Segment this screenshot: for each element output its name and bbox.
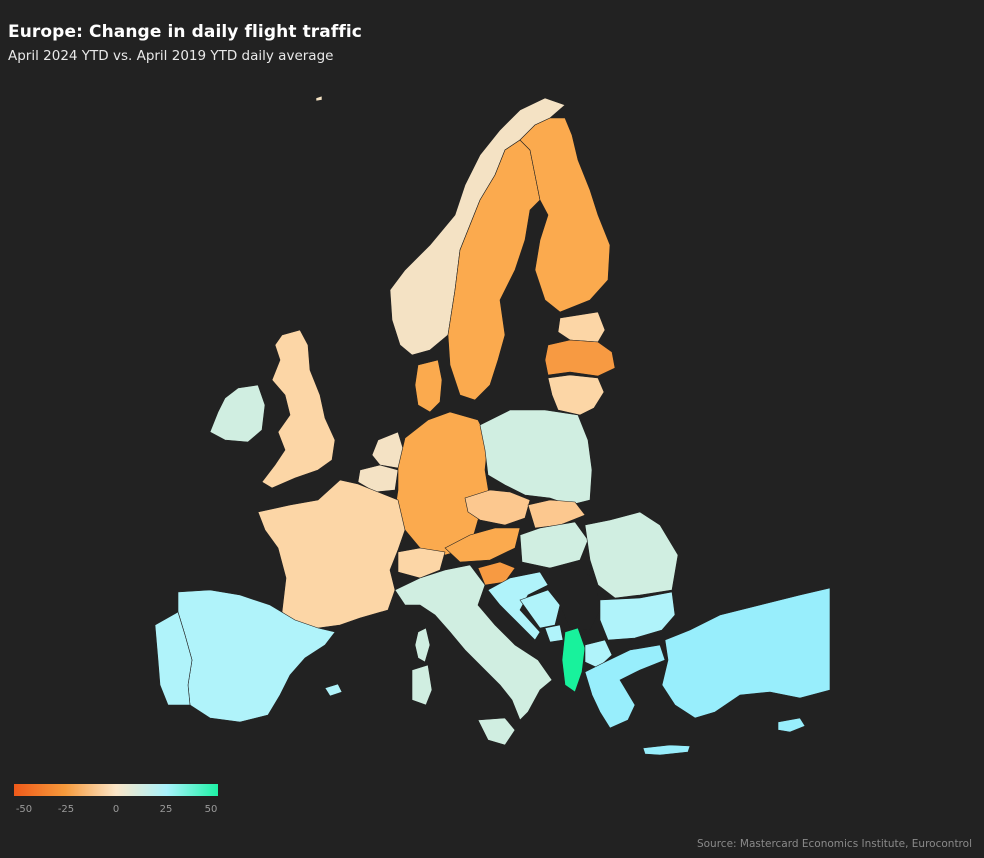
region-hungary [519,521,589,569]
region-greece-crete [642,744,691,756]
region-slovakia [527,499,586,529]
legend-tick: 0 [112,804,120,815]
legend: -50 -25 0 25 50 [14,784,218,818]
legend-color-bar [14,784,218,796]
legend-tick: 25 [159,804,173,815]
region-balearic [324,683,343,697]
region-poland [479,409,593,506]
region-sicily [477,717,516,746]
region-turkey [661,587,831,719]
region-north-macedonia [584,639,613,669]
region-latvia [544,339,616,377]
region-estonia [557,311,606,343]
region-albania [561,627,586,693]
region-slovenia [477,561,516,586]
region-small-island [315,95,323,102]
region-ireland [209,384,266,443]
source-note: Source: Mastercard Economics Institute, … [696,838,972,850]
legend-tick: -50 [15,804,33,815]
region-greece [584,644,666,729]
legend-tick: -25 [57,804,75,815]
legend-ticks: -50 -25 0 25 50 [14,796,218,818]
region-cyprus [777,717,806,733]
region-portugal [154,611,193,706]
region-czechia [464,489,531,526]
map-subtitle: April 2024 YTD vs. April 2019 YTD daily … [8,48,334,64]
region-switzerland [397,547,446,579]
region-denmark [414,359,443,413]
legend-tick: 50 [204,804,218,815]
region-finland [519,117,611,313]
region-lithuania [547,374,605,416]
region-france [257,479,406,629]
region-romania [584,511,679,599]
region-sweden [447,139,541,401]
region-sardinia [411,664,433,706]
region-montenegro [544,624,564,643]
region-corsica [414,627,431,663]
region-serbia [547,564,601,631]
region-belgium [357,464,399,493]
region-bulgaria [599,591,676,641]
map-title: Europe: Change in daily flight traffic [8,22,362,42]
region-uk [261,329,336,489]
region-italy [394,564,553,721]
region-austria [444,527,521,563]
region-croatia [487,571,549,641]
region-bosnia [519,589,561,629]
